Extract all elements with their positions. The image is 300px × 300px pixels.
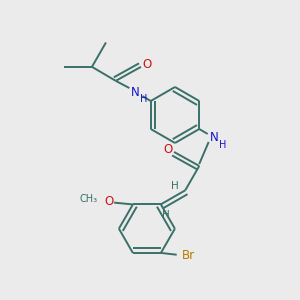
Text: Br: Br bbox=[182, 249, 195, 262]
Text: H: H bbox=[140, 94, 147, 104]
Text: H: H bbox=[219, 140, 226, 150]
Text: O: O bbox=[104, 195, 114, 208]
Text: O: O bbox=[164, 143, 173, 157]
Text: N: N bbox=[210, 131, 219, 145]
Text: O: O bbox=[142, 58, 152, 71]
Text: CH₃: CH₃ bbox=[79, 194, 97, 204]
Text: H: H bbox=[171, 181, 179, 191]
Text: H: H bbox=[162, 210, 170, 220]
Text: N: N bbox=[131, 85, 140, 98]
